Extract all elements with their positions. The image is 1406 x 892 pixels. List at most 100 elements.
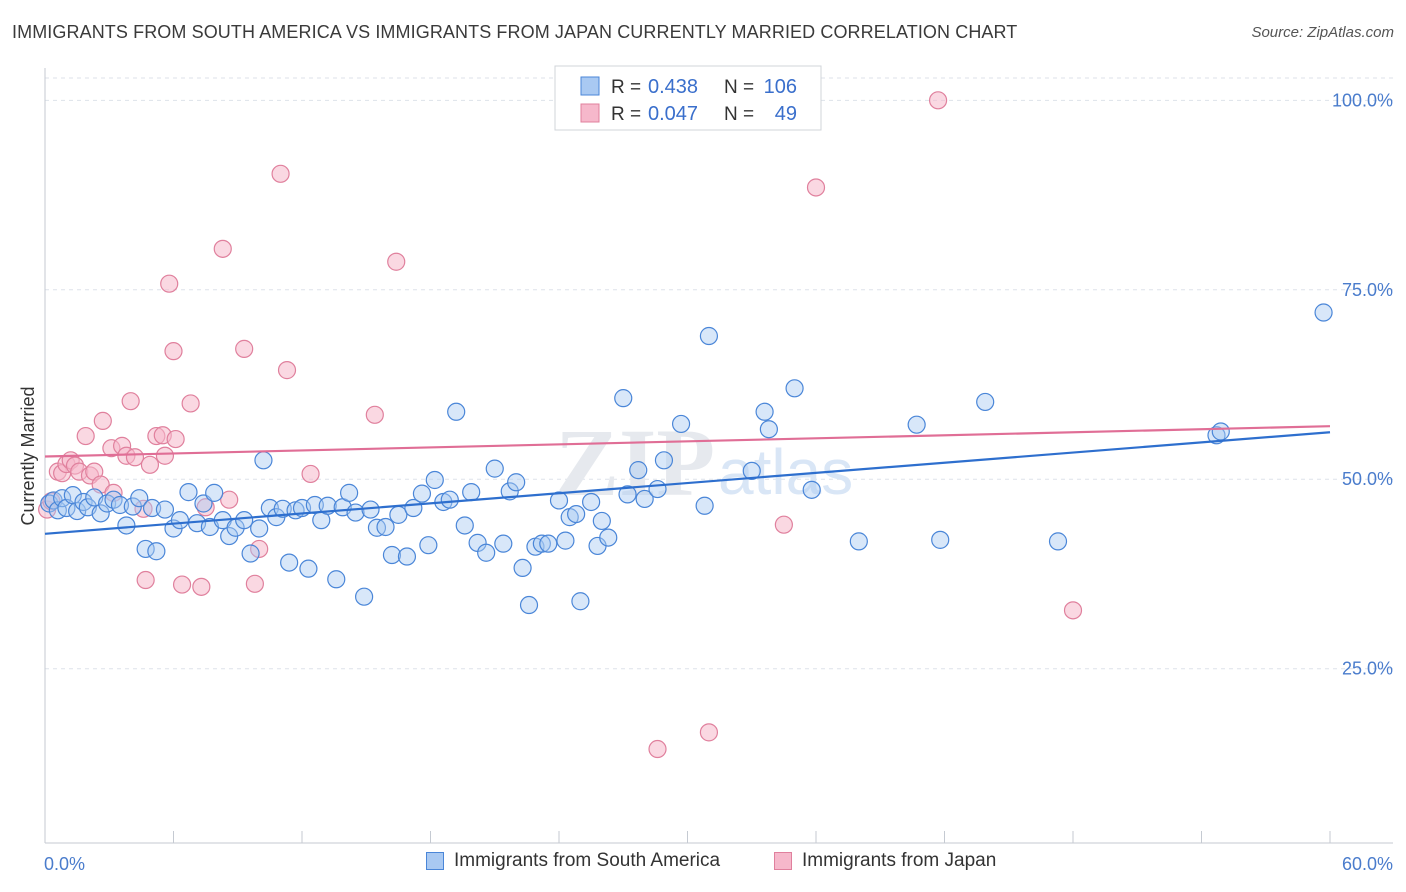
data-point <box>695 496 714 515</box>
data-point <box>582 492 601 512</box>
data-point <box>699 723 719 742</box>
data-point <box>549 491 569 510</box>
data-point <box>500 482 519 501</box>
data-point <box>648 739 667 759</box>
data-point <box>179 483 198 502</box>
data-point <box>147 542 166 561</box>
chart-title: IMMIGRANTS FROM SOUTH AMERICA VS IMMIGRA… <box>12 22 1018 42</box>
data-point <box>931 530 950 549</box>
data-point <box>346 503 365 522</box>
legend-swatch-pink <box>774 852 792 870</box>
y-tick-label: 50.0% <box>1342 469 1393 489</box>
data-point <box>355 587 374 606</box>
stats-r-value-1: 0.438 <box>648 76 698 98</box>
x-tick-label-max: 60.0% <box>1342 854 1393 874</box>
data-point <box>130 489 149 508</box>
data-point <box>532 534 551 553</box>
legend-item-south-america[interactable]: Immigrants from South America <box>426 850 720 872</box>
stats-n-value-2: 49 <box>775 103 797 125</box>
data-point <box>592 511 611 531</box>
data-point <box>397 547 417 566</box>
data-point <box>513 558 532 578</box>
legend-label-south-america: Immigrants from South America <box>454 850 721 871</box>
data-point <box>93 411 112 430</box>
data-point <box>635 489 654 509</box>
stats-n-value-1: 106 <box>764 76 797 98</box>
data-point <box>618 485 637 504</box>
stats-r-label-2: R = <box>611 104 641 125</box>
stats-legend: R = 0.438 N = 106 R = 0.047 N = 49 <box>554 65 822 131</box>
data-point <box>629 461 648 480</box>
data-point <box>425 470 444 490</box>
data-point <box>907 415 926 434</box>
data-point <box>571 592 590 611</box>
stats-r-value-2: 0.047 <box>648 103 698 125</box>
data-point <box>318 496 337 515</box>
data-point <box>220 490 239 509</box>
stats-n-label-2: N = <box>724 104 754 125</box>
data-point <box>928 91 948 110</box>
data-point <box>539 534 558 553</box>
data-point <box>1063 601 1083 620</box>
data-point <box>235 511 254 530</box>
data-point <box>213 239 232 258</box>
data-point <box>462 483 481 502</box>
data-point <box>277 361 297 380</box>
data-point <box>699 326 719 346</box>
data-point <box>477 543 496 562</box>
data-point <box>806 178 826 197</box>
data-point <box>299 559 318 578</box>
data-point <box>170 511 190 530</box>
data-point <box>567 504 586 524</box>
stats-swatch-pink <box>580 103 600 123</box>
data-point <box>485 459 504 478</box>
data-point <box>245 574 264 593</box>
data-point <box>340 483 359 502</box>
data-point <box>849 532 868 551</box>
trend-line-south-america <box>44 431 1331 535</box>
data-point <box>121 392 140 411</box>
data-point <box>365 405 384 424</box>
data-point <box>742 461 761 480</box>
data-point <box>192 577 211 596</box>
legend-swatch-blue <box>426 852 444 870</box>
data-point <box>280 553 299 572</box>
data-point <box>755 402 774 421</box>
data-point <box>155 500 175 519</box>
data-point <box>387 252 406 271</box>
data-point <box>76 426 95 446</box>
data-point <box>1314 303 1333 322</box>
data-point <box>507 473 526 492</box>
data-point <box>140 455 160 474</box>
data-point <box>440 490 459 509</box>
data-point <box>301 464 320 484</box>
data-point <box>654 451 674 470</box>
y-tick-label: 75.0% <box>1342 280 1393 300</box>
data-point <box>376 517 395 537</box>
data-point <box>976 392 995 412</box>
data-point <box>802 480 821 499</box>
data-point <box>1048 532 1068 551</box>
data-point <box>68 501 87 521</box>
data-point <box>91 504 110 523</box>
data-point <box>53 489 72 508</box>
legend-item-japan[interactable]: Immigrants from Japan <box>774 850 996 872</box>
data-point <box>599 528 618 547</box>
data-point <box>136 539 155 559</box>
data-point <box>241 544 260 563</box>
data-point <box>254 451 273 470</box>
data-point <box>419 536 438 555</box>
data-point <box>412 484 432 503</box>
data-point <box>447 402 466 421</box>
y-tick-label: 100.0% <box>1332 90 1393 110</box>
data-point <box>455 516 474 535</box>
data-point <box>205 483 224 502</box>
series-japan-points <box>38 91 1083 759</box>
data-point <box>327 570 346 589</box>
data-point <box>172 575 192 594</box>
data-point <box>250 519 269 538</box>
stats-swatch-blue <box>580 76 600 96</box>
trend-line-japan <box>44 425 1331 458</box>
y-axis-label: Currently Married <box>18 386 38 525</box>
data-point <box>671 414 691 434</box>
